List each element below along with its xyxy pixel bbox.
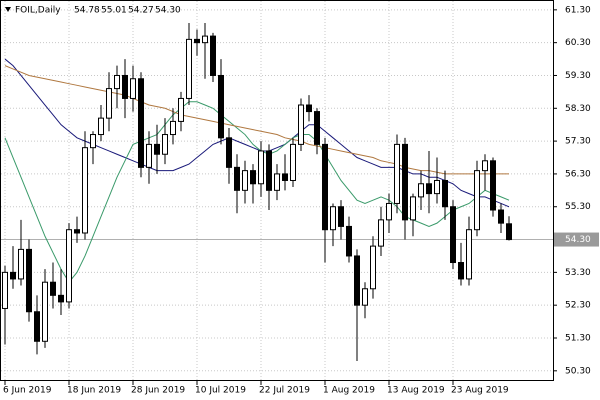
moving-average <box>4 65 509 175</box>
plot-layer <box>1 1 553 380</box>
candle-body <box>122 74 128 99</box>
x-tick-label: 22 Jul 2019 <box>259 386 310 396</box>
candle-body <box>66 229 72 303</box>
y-tick-label: 57.30 <box>565 137 591 147</box>
candle-body <box>282 173 288 181</box>
candle-body <box>418 183 424 198</box>
y-tick-label: 51.30 <box>565 333 591 343</box>
y-tick-label: 50.30 <box>565 366 591 376</box>
candle-body <box>346 225 352 257</box>
x-tick-label: 1 Aug 2019 <box>323 386 375 396</box>
candle-body <box>218 74 224 139</box>
candle-body <box>266 150 272 191</box>
candle-body <box>394 143 400 204</box>
candle-body <box>82 147 88 234</box>
x-tick-label: 6 Jun 2019 <box>3 386 52 396</box>
y-tick-label: 61.30 <box>565 5 591 15</box>
candle-body <box>506 223 512 241</box>
symbol: FOIL,Daily <box>15 6 61 16</box>
candle-body <box>290 143 296 181</box>
candle-body <box>410 196 416 221</box>
y-tick-label: 60.30 <box>565 38 591 48</box>
x-tick-label: 13 Aug 2019 <box>387 386 445 396</box>
x-tick-label: 28 Jun 2019 <box>131 386 185 396</box>
candle-body <box>26 248 32 313</box>
candle-body <box>202 35 208 44</box>
y-tick-label: 55.30 <box>565 202 591 212</box>
candle-body <box>354 255 360 306</box>
candle-body <box>18 248 24 280</box>
high: 55.01 <box>101 6 127 16</box>
candle-body <box>242 170 248 191</box>
candle-body <box>42 281 48 342</box>
candle-body <box>226 137 232 168</box>
y-tick-label: 59.30 <box>565 71 591 81</box>
candle-body <box>490 160 496 211</box>
y-tick-label: 53.30 <box>565 268 591 278</box>
y-tick-label: 58.30 <box>565 104 591 114</box>
moving-average <box>4 58 510 208</box>
candle-body <box>298 104 304 145</box>
moving-average <box>4 101 510 284</box>
candle-body <box>378 219 384 247</box>
candle-body <box>138 78 144 168</box>
candle-body <box>458 262 464 280</box>
candle-body <box>322 143 328 231</box>
candle-body <box>474 170 480 231</box>
candle-body <box>90 134 96 149</box>
last-price-label: 54.30 <box>565 235 591 245</box>
candle-body <box>114 74 120 90</box>
candle-body <box>426 183 432 195</box>
candle-body <box>402 143 408 221</box>
x-tick-label: 23 Aug 2019 <box>451 386 509 396</box>
candle-body <box>258 150 264 185</box>
candle-body <box>234 166 240 191</box>
candle-body <box>466 229 472 280</box>
candle-body <box>338 206 344 227</box>
candle-body <box>2 271 8 309</box>
close: 54.30 <box>155 6 181 16</box>
candle-body <box>434 179 440 195</box>
candle-body <box>98 117 104 136</box>
last-price-box <box>554 232 599 247</box>
candle-body <box>154 143 160 155</box>
candle-body <box>362 288 368 306</box>
candle-body <box>450 206 456 264</box>
candle-body <box>442 179 448 208</box>
y-tick-label: 52.30 <box>565 301 591 311</box>
open: 54.78 <box>74 6 100 16</box>
x-tick-label: 18 Jun 2019 <box>67 386 121 396</box>
candle-body <box>250 170 256 185</box>
candle-body <box>306 104 312 113</box>
candle-body <box>186 38 192 99</box>
y-tick-label: 56.30 <box>565 169 591 179</box>
candle-body <box>106 88 112 119</box>
candle-body <box>50 281 56 296</box>
candle-body <box>130 78 136 99</box>
x-tick-label: 10 Jul 2019 <box>195 386 246 396</box>
candle-body <box>170 120 176 136</box>
candle-body <box>178 97 184 122</box>
candle-body <box>482 160 488 172</box>
candle-body <box>274 173 280 191</box>
candle-body <box>314 111 320 145</box>
candle-body <box>194 38 200 44</box>
candle-body <box>162 134 168 155</box>
candle-body <box>386 202 392 221</box>
candle-body <box>330 206 336 231</box>
menu-arrow <box>5 7 11 12</box>
candle-body <box>210 35 216 76</box>
candle-body <box>146 143 152 168</box>
candle-body <box>74 229 80 234</box>
low: 54.27 <box>128 6 154 16</box>
candle-body <box>10 271 16 280</box>
candle-body <box>58 294 64 303</box>
candle-body <box>370 245 376 290</box>
candle-body <box>498 209 504 224</box>
candle-body <box>34 311 40 342</box>
